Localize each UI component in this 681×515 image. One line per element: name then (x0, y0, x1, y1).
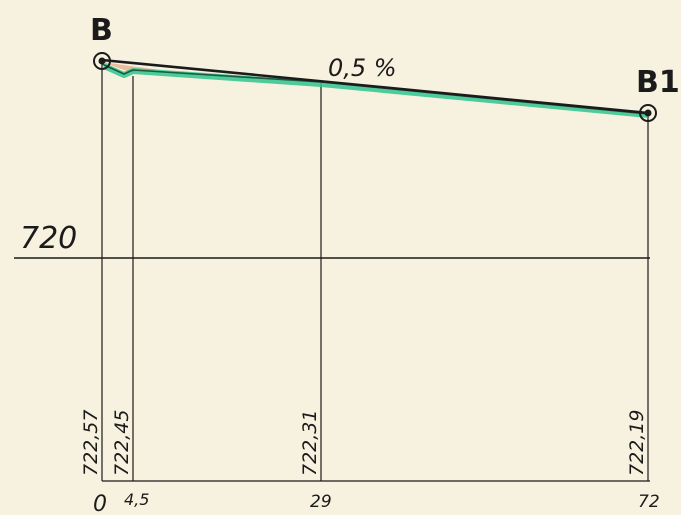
benchmark-b1-icon (639, 104, 657, 122)
benchmark-b-icon (93, 52, 111, 70)
ground-profile-highlight (102, 63, 649, 118)
distance-label-29: 29 (310, 492, 332, 512)
design-grade-line (101, 58, 649, 115)
elevation-label-72: 722,19 (626, 410, 648, 476)
elevation-label-0: 722,57 (80, 410, 102, 476)
distance-label-4-5: 4,5 (124, 490, 149, 509)
grade-label: 0,5 % (328, 54, 397, 82)
point-label-b1: B1 (636, 65, 680, 100)
distance-label-0: 0 (93, 492, 107, 515)
point-label-b: B (90, 13, 113, 48)
elevation-label-29: 722,31 (299, 410, 321, 476)
distance-label-72: 72 (638, 492, 660, 512)
datum-elevation-label: 720 (20, 221, 77, 256)
elevation-label-4-5: 722,45 (111, 410, 133, 476)
